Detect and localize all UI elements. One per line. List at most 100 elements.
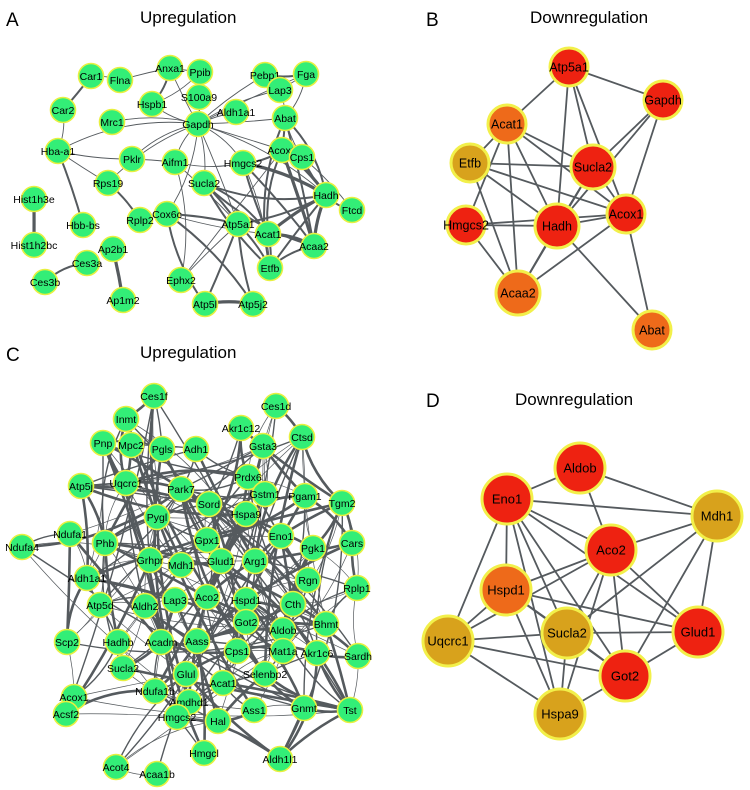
panel-c-node-glud1[interactable]: Glud1 [207,547,235,575]
panel-a-node-hbb-bs[interactable]: Hbb-bs [66,211,100,239]
panel-c-node-aco2[interactable]: Aco2 [193,583,221,611]
panel-a-node-ces3b[interactable]: Ces3b [30,268,61,296]
panel-c-node-acsf2[interactable]: Acsf2 [52,700,80,728]
panel-b-node-sucla2[interactable]: Sucla2 [569,143,617,191]
panel-c-node-hmgcs2[interactable]: Hmgcs2 [158,703,197,731]
panel-a-node-mrc1[interactable]: Mrc1 [98,108,126,136]
panel-c-node-selenbp2[interactable]: Selenbp2 [243,660,288,688]
panel-c-node-gsta3[interactable]: Gsta3 [249,432,277,460]
panel-c-node-lap3[interactable]: Lap3 [161,586,189,614]
panel-d-node-sucla2[interactable]: Sucla2 [540,606,594,660]
panel-c-node-akr1c12[interactable]: Akr1c12 [222,414,261,442]
panel-c-node-ass1[interactable]: Ass1 [240,696,268,724]
panel-c-node-pgam1[interactable]: Pgam1 [288,482,322,510]
panel-c-node-hal[interactable]: Hal [204,707,232,735]
panel-d-node-aldob[interactable]: Aldob [553,441,607,495]
panel-c-node-uqcrc1[interactable]: Uqcrc1 [109,469,143,497]
panel-b-node-acat1[interactable]: Acat1 [486,103,528,145]
panel-b-node-hmgcs2[interactable]: Hmgcs2 [443,204,489,246]
panel-b-node-abat[interactable]: Abat [631,309,673,351]
panel-c-node-eno1[interactable]: Eno1 [267,522,295,550]
panel-c-node-rgn[interactable]: Rgn [294,566,322,594]
panel-c-node-acat1[interactable]: Acat1 [210,669,237,697]
panel-c-node-aldh1a1[interactable]: Aldh1a1 [68,564,107,592]
panel-a-node-aldh1a1[interactable]: Aldh1a1 [217,98,256,126]
panel-c-node-ndufa1b[interactable]: Ndufa1b [135,677,175,705]
panel-c-node-aldh1l1[interactable]: Aldh1l1 [262,745,298,773]
panel-c-node-mpc2[interactable]: Mpc2 [117,431,145,459]
panel-d-node-glud1[interactable]: Glud1 [671,605,725,659]
panel-c-node-ctsd[interactable]: Ctsd [288,423,316,451]
panel-c-node-adh1[interactable]: Adh1 [182,435,210,463]
panel-a-node-hist1h3e[interactable]: Hist1h3e [13,185,55,213]
panel-c-node-mdh1[interactable]: Mdh1 [167,551,195,579]
panel-c-node-tst[interactable]: Tst [336,696,364,724]
panel-c-node-aass[interactable]: Aass [183,627,211,655]
panel-a-node-acat1[interactable]: Acat1 [255,220,282,248]
panel-d-node-uqcrc1[interactable]: Uqcrc1 [421,614,475,668]
panel-c-node-hadhb[interactable]: Hadhb [103,628,134,656]
panel-d-node-aco2[interactable]: Aco2 [584,523,638,577]
panel-c-node-sardh[interactable]: Sardh [344,642,372,670]
panel-a-node-cps1[interactable]: Cps1 [288,143,316,171]
panel-a-node-hist1h2bc[interactable]: Hist1h2bc [11,231,58,259]
panel-a-node-ces3a[interactable]: Ces3a [72,249,103,277]
panel-a-node-pklr[interactable]: Pklr [118,145,146,173]
panel-b-node-etfb[interactable]: Etfb [449,142,491,184]
panel-c-node-cth[interactable]: Cth [279,590,307,618]
panel-a-node-aifm1[interactable]: Aifm1 [162,148,189,176]
panel-c-node-ces1d[interactable]: Ces1d [261,392,292,420]
panel-b-node-acaa2[interactable]: Acaa2 [494,269,542,317]
panel-d-node-mdh1[interactable]: Mdh1 [690,489,744,543]
panel-c-node-ndufa4[interactable]: Ndufa4 [5,533,39,561]
panel-c-node-aldh2[interactable]: Aldh2 [132,592,159,620]
panel-c-node-cars[interactable]: Cars [338,529,366,557]
panel-b-node-atp5a1[interactable]: Atp5a1 [548,46,590,88]
panel-c-node-mat1a[interactable]: Mat1a [268,637,298,665]
panel-c-node-pgk1[interactable]: Pgk1 [299,534,327,562]
panel-a-node-lap3[interactable]: Lap3 [266,76,294,104]
panel-c-node-pygl[interactable]: Pygl [143,503,171,531]
panel-c-node-got2[interactable]: Got2 [232,608,260,636]
panel-b-node-acox1[interactable]: Acox1 [605,193,647,235]
panel-a-node-ppib[interactable]: Ppib [186,58,214,86]
panel-c-node-hspa9[interactable]: Hspa9 [231,500,262,528]
panel-c-node-hspd1[interactable]: Hspd1 [231,586,262,614]
panel-c-node-grhpr[interactable]: Grhpr [137,546,164,574]
panel-a-node-ftcd[interactable]: Ftcd [338,196,366,224]
panel-c-node-atp5d[interactable]: Atp5d [86,591,114,619]
panel-a-node-ap1m2[interactable]: Ap1m2 [106,286,140,314]
panel-a-node-atp5a1[interactable]: Atp5a1 [221,210,255,238]
panel-a-node-hba-a1[interactable]: Hba-a1 [41,137,76,165]
panel-d-node-eno1[interactable]: Eno1 [480,472,534,526]
panel-c-node-phb[interactable]: Phb [91,529,119,557]
panel-a-node-atp5l[interactable]: Atp5l [191,290,219,318]
panel-d-node-hspd1[interactable]: Hspd1 [479,563,533,617]
panel-a-node-hmgcs2[interactable]: Hmgcs2 [224,149,263,177]
panel-c-node-acot4[interactable]: Acot4 [103,753,130,781]
panel-a-node-etfb[interactable]: Etfb [256,254,284,282]
panel-a-node-anxa1[interactable]: Anxa1 [155,54,185,82]
panel-c-node-acaa1b[interactable]: Acaa1b [139,760,175,788]
panel-a-node-fga[interactable]: Fga [292,60,320,88]
panel-c-node-gnmt[interactable]: Gnmt [290,694,318,722]
panel-c-node-park7[interactable]: Park7 [167,475,195,503]
panel-c-node-gpx1[interactable]: Gpx1 [193,526,221,554]
panel-b-node-hadh[interactable]: Hadh [533,202,581,250]
panel-c-node-ndufa1[interactable]: Ndufa1 [53,520,87,548]
panel-a-node-rplp2[interactable]: Rplp2 [126,206,154,234]
panel-a-node-ap2b1[interactable]: Ap2b1 [98,235,129,263]
panel-c-node-pgls[interactable]: Pgls [148,435,176,463]
panel-c-node-ces1f[interactable]: Ces1f [140,382,168,410]
panel-a-node-ephx2[interactable]: Ephx2 [166,266,196,294]
panel-c-node-prdx6[interactable]: Prdx6 [234,463,262,491]
panel-c-node-tgm2[interactable]: Tgm2 [329,489,356,517]
panel-c-node-inmt[interactable]: Inmt [112,405,140,433]
panel-c-node-gstm1[interactable]: Gstm1 [250,480,281,508]
panel-c-node-acadm[interactable]: Acadm [145,628,178,656]
panel-c-node-bhmt[interactable]: Bhmt [312,610,340,638]
panel-d-node-hspa9[interactable]: Hspa9 [533,687,587,741]
panel-c-node-scp2[interactable]: Scp2 [53,628,81,656]
panel-c-node-glul[interactable]: Glul [172,660,200,688]
panel-a-node-atp5j2[interactable]: Atp5j2 [238,290,268,318]
